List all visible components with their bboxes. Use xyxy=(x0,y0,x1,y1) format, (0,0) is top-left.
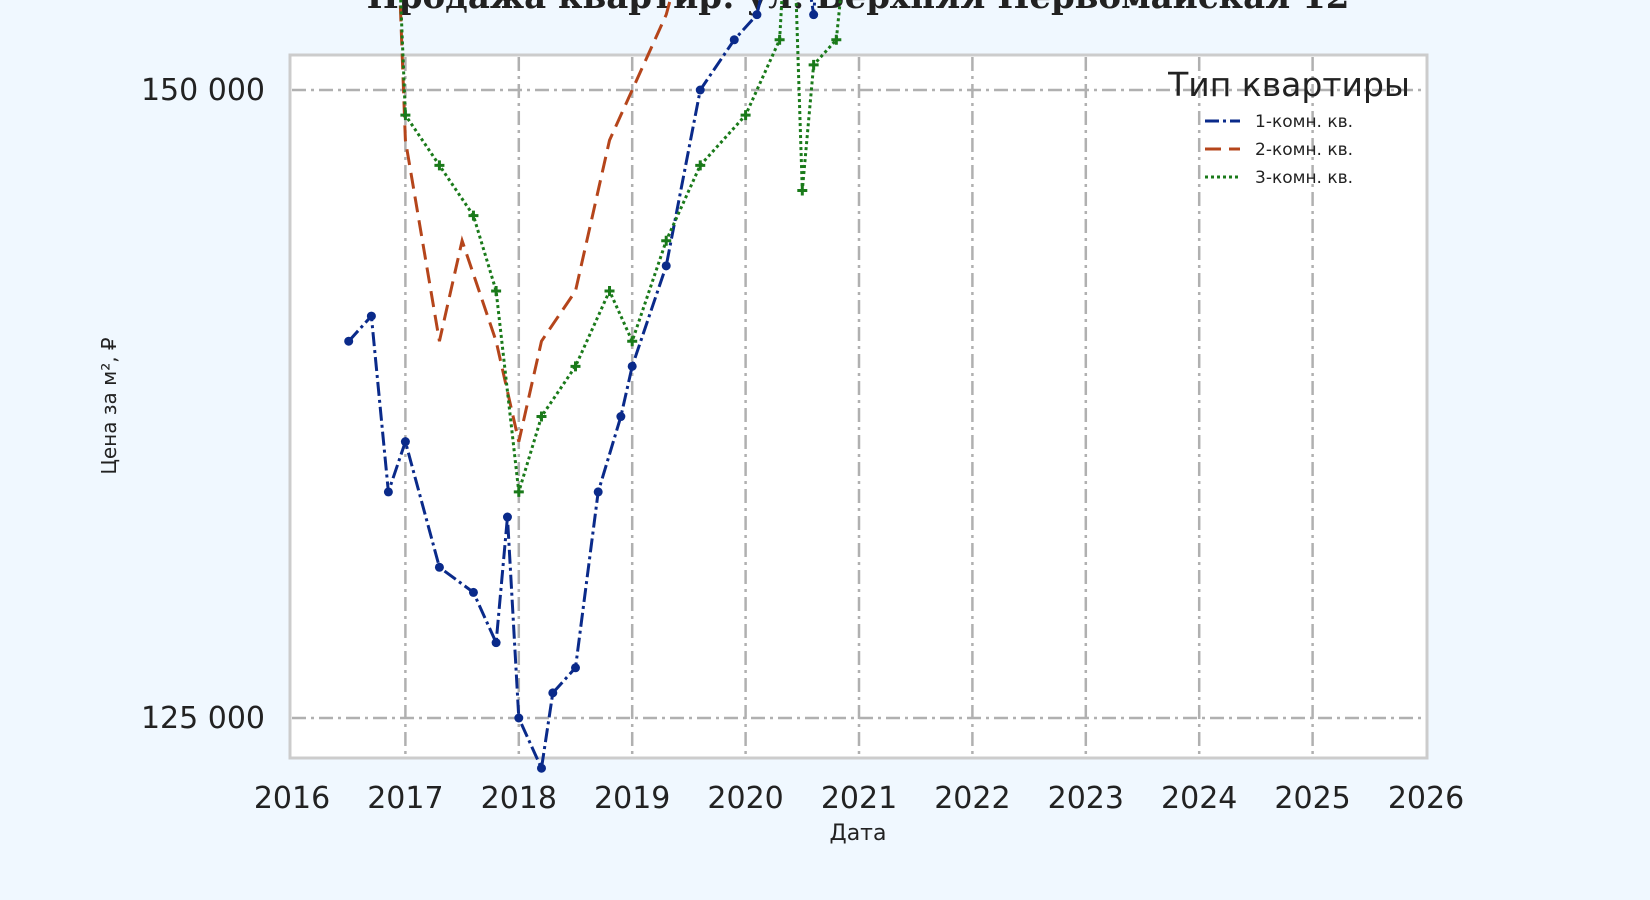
data-point xyxy=(740,110,751,121)
series-line xyxy=(399,0,842,493)
x-tick-label: 2016 xyxy=(254,781,330,816)
data-point xyxy=(661,235,672,246)
data-point xyxy=(400,110,411,121)
data-point xyxy=(593,487,603,497)
data-point xyxy=(502,512,512,522)
data-point xyxy=(383,487,393,497)
data-point xyxy=(695,160,706,171)
x-tick-label: 2019 xyxy=(594,781,670,816)
data-point xyxy=(536,763,546,773)
x-tick-label: 2021 xyxy=(821,781,897,816)
legend-label: 3-комн. кв. xyxy=(1255,168,1353,188)
data-point xyxy=(571,663,580,673)
data-point xyxy=(366,311,376,321)
data-point xyxy=(536,411,547,422)
data-point xyxy=(695,85,705,95)
axis-ticks: 2016 2017 2018 2019 2020 2021 2022 2023 2024 2025… xyxy=(141,73,1464,816)
y-axis-label: Цена за м², ₽ xyxy=(97,337,121,475)
data-point xyxy=(774,34,785,45)
data-point xyxy=(570,361,581,372)
data-point xyxy=(548,688,558,698)
legend-label: 1-комн. кв. xyxy=(1255,112,1353,132)
data-point xyxy=(752,10,762,20)
data-point xyxy=(514,713,524,723)
data-point xyxy=(491,285,502,296)
data-point xyxy=(604,285,615,296)
x-tick-label: 2024 xyxy=(1161,781,1237,816)
data-point xyxy=(808,59,819,70)
data-point xyxy=(627,336,638,347)
x-axis-label: Дата xyxy=(830,821,887,846)
data-point xyxy=(468,210,479,221)
grid xyxy=(292,57,1425,756)
data-point xyxy=(809,10,819,20)
x-tick-label: 2022 xyxy=(934,781,1010,816)
data-point xyxy=(661,261,671,271)
data-point xyxy=(513,486,524,497)
data-point xyxy=(491,638,501,648)
legend-label: 2-комн. кв. xyxy=(1255,140,1353,160)
data-point xyxy=(468,587,478,597)
x-tick-label: 2018 xyxy=(481,781,557,816)
data-point xyxy=(616,412,626,422)
data-point xyxy=(831,34,842,45)
y-tick-label: 125 000 xyxy=(141,701,265,736)
x-tick-label: 2026 xyxy=(1388,781,1464,816)
legend-title: Тип квартиры xyxy=(1167,65,1410,104)
data-point xyxy=(400,437,410,447)
legend: Тип квартиры 1-комн. кв. 2-комн. кв. 3-ком… xyxy=(1167,65,1410,188)
data-point xyxy=(627,361,637,371)
chart-title: Продажа квартир: ул. Верхняя Первомайска… xyxy=(367,0,1350,17)
data-point xyxy=(797,185,808,196)
x-tick-label: 2025 xyxy=(1274,781,1350,816)
x-tick-label: 2020 xyxy=(707,781,783,816)
data-point xyxy=(344,336,354,346)
data-point xyxy=(434,562,444,572)
data-point xyxy=(434,160,445,171)
x-tick-label: 2017 xyxy=(367,781,443,816)
x-tick-label: 2023 xyxy=(1048,781,1124,816)
data-point xyxy=(729,35,739,45)
y-tick-label: 150 000 xyxy=(141,73,265,108)
series-lines: 282 831 ₽288 927 ₽279 999 ₽ xyxy=(344,0,842,774)
